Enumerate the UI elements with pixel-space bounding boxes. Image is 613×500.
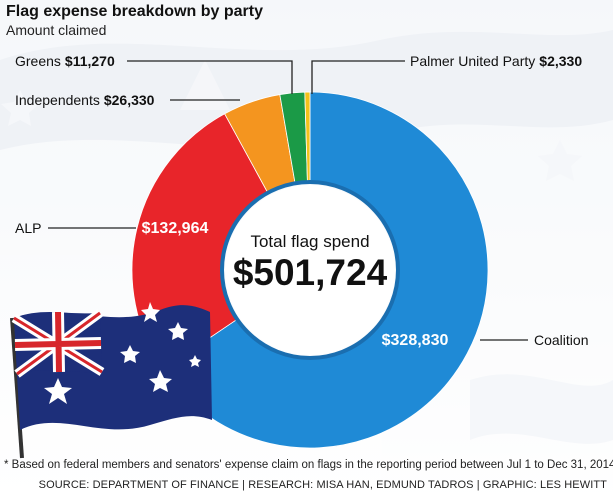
legend-value-independents: $26,330 xyxy=(104,92,155,108)
chart-title: Flag expense breakdown by party xyxy=(6,3,263,20)
leader-line-greens xyxy=(127,60,293,94)
flag-pole xyxy=(10,317,24,459)
star-icon xyxy=(120,345,140,363)
australian-flag-illustration xyxy=(10,302,212,459)
center-label: Total flag spend xyxy=(250,232,369,251)
outer-label-alp: ALP xyxy=(15,220,41,236)
union-jack-icon xyxy=(11,309,105,378)
center-value: $501,724 xyxy=(233,252,388,293)
outer-label-independents: Independents $26,330 xyxy=(15,92,155,108)
flag-stars xyxy=(44,302,201,404)
slice-value-label-alp: $132,964 xyxy=(142,220,209,237)
outer-label-palmer: Palmer United Party $2,330 xyxy=(410,53,582,69)
legend-name-greens: Greens xyxy=(15,53,61,69)
star-icon xyxy=(44,378,72,404)
chart-subtitle: Amount claimed xyxy=(6,22,107,38)
legend-value-palmer: $2,330 xyxy=(539,53,582,69)
star-icon xyxy=(189,355,201,367)
leader-lines xyxy=(48,60,528,341)
donut-chart xyxy=(131,91,489,449)
donut-hole xyxy=(225,185,395,355)
star-icon xyxy=(149,370,172,392)
outer-label-greens: Greens $11,270 xyxy=(15,53,115,69)
star-icon xyxy=(141,302,160,322)
legend-name-palmer: Palmer United Party xyxy=(410,53,535,69)
leader-line-palmer xyxy=(311,60,405,94)
donut-inner-ring xyxy=(220,180,400,360)
legend-value-greens: $11,270 xyxy=(65,53,115,69)
source-credit: SOURCE: DEPARTMENT OF FINANCE | RESEARCH… xyxy=(38,479,607,491)
legend-name-independents: Independents xyxy=(15,92,100,108)
star-icon xyxy=(168,322,188,340)
outer-label-coalition: Coalition xyxy=(534,332,588,348)
slice-value-label-coalition: $328,830 xyxy=(382,332,449,349)
footnote: * Based on federal members and senators'… xyxy=(4,459,613,471)
